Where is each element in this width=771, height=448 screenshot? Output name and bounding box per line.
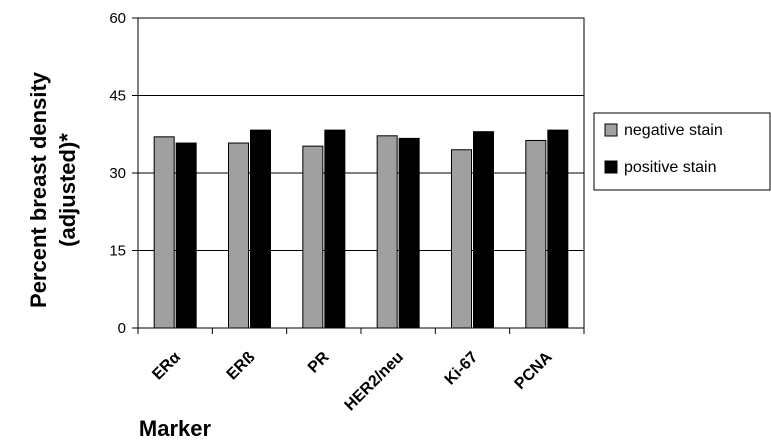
bar-positive-stain-3 bbox=[398, 137, 420, 329]
x-tick-label: PCNA bbox=[512, 348, 556, 392]
x-tick-label: ERß bbox=[224, 349, 259, 384]
bar-negative-stain-4 bbox=[451, 149, 472, 329]
x-tick-label: ERα bbox=[149, 349, 184, 384]
legend-swatch-positive-stain bbox=[604, 160, 618, 174]
bars bbox=[153, 129, 569, 329]
bar-negative-stain-0 bbox=[153, 136, 175, 329]
y-axis-title-line-2: (adjusted)* bbox=[55, 133, 80, 247]
y-tick-label: 45 bbox=[109, 88, 126, 105]
bar-negative-stain-3 bbox=[376, 135, 398, 329]
bar-positive-stain-0 bbox=[175, 142, 197, 329]
legend-label-negative-stain: negative stain bbox=[624, 122, 723, 139]
y-tick-label: 15 bbox=[109, 243, 126, 260]
bar-positive-stain-4 bbox=[473, 131, 494, 329]
y-tick-label: 30 bbox=[109, 165, 126, 182]
y-axis: 0 15 30 45 60 bbox=[109, 10, 138, 337]
x-tick-label: Ki-67 bbox=[442, 349, 482, 389]
y-tick-label: 0 bbox=[118, 320, 126, 337]
x-tick-label: HER2/neu bbox=[342, 349, 407, 414]
bar-positive-stain-5 bbox=[547, 129, 569, 329]
bar-positive-stain-1 bbox=[250, 129, 271, 329]
legend-swatch-negative-stain bbox=[604, 123, 618, 137]
x-tick-label: PR bbox=[305, 348, 333, 376]
y-axis-title-line-1: Percent breast density bbox=[26, 71, 51, 308]
legend-box bbox=[593, 112, 771, 191]
bar-negative-stain-1 bbox=[228, 142, 249, 329]
legend-label-positive-stain: positive stain bbox=[624, 159, 717, 176]
y-tick-label: 60 bbox=[109, 10, 126, 27]
bar-negative-stain-2 bbox=[302, 145, 324, 329]
x-axis: ERα ERß PR HER2/neu Ki-67 PCNA bbox=[137, 328, 585, 414]
bar-negative-stain-5 bbox=[525, 139, 547, 329]
x-axis-title: Marker bbox=[139, 416, 212, 441]
gridlines bbox=[138, 95, 584, 251]
bar-positive-stain-2 bbox=[324, 129, 346, 329]
